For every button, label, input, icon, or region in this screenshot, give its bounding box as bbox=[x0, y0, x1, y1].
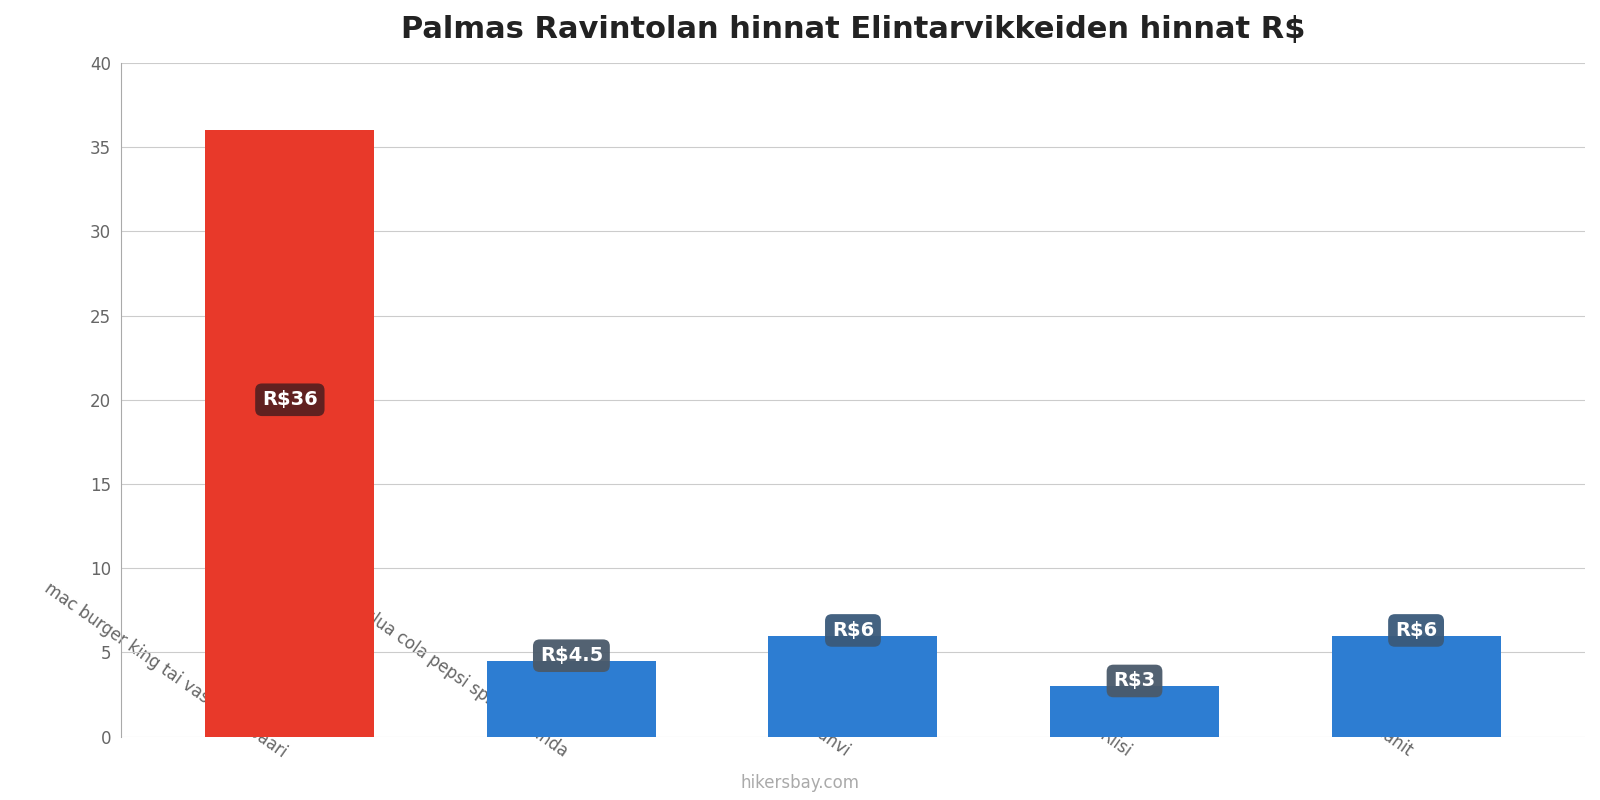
Text: R$3: R$3 bbox=[1114, 671, 1155, 690]
Text: R$36: R$36 bbox=[262, 390, 318, 410]
Text: R$6: R$6 bbox=[1395, 621, 1437, 640]
Bar bbox=[768, 635, 938, 737]
Bar bbox=[486, 661, 656, 737]
Bar bbox=[1331, 635, 1501, 737]
Text: R$4.5: R$4.5 bbox=[539, 646, 603, 666]
Bar bbox=[205, 130, 374, 737]
Title: Palmas Ravintolan hinnat Elintarvikkeiden hinnat R$: Palmas Ravintolan hinnat Elintarvikkeide… bbox=[400, 15, 1306, 44]
Bar bbox=[1050, 686, 1219, 737]
Text: hikersbay.com: hikersbay.com bbox=[741, 774, 859, 792]
Text: R$6: R$6 bbox=[832, 621, 874, 640]
